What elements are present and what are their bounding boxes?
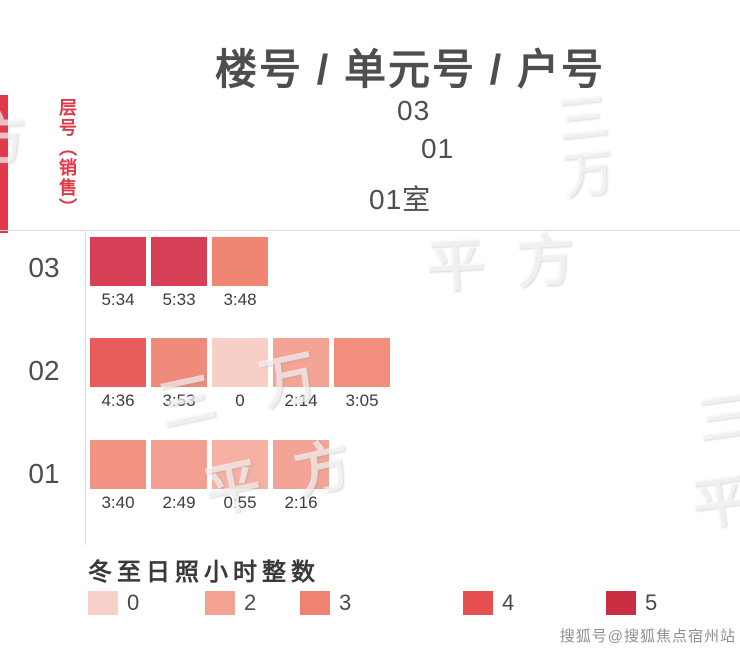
cell-swatch: [90, 338, 146, 387]
heatmap-cell: 0: [212, 338, 268, 411]
legend-swatch: [463, 591, 493, 615]
cell-time-label: 3:53: [162, 391, 196, 410]
cell-swatch: [151, 338, 207, 387]
heatmap-cell: 5:34: [90, 237, 146, 310]
floor-label-01: 01: [28, 458, 60, 489]
cell-swatch: [151, 440, 207, 489]
legend-swatch: [606, 591, 636, 615]
cell-time-label: 0: [235, 391, 245, 410]
legend-item-2: 2: [205, 590, 256, 616]
legend-item-0: 0: [88, 590, 139, 616]
cell-time-label: 3:40: [101, 493, 135, 512]
heatmap-cell: 5:33: [151, 237, 207, 310]
heatmap-cell: 3:05: [334, 338, 390, 411]
cell-swatch: [90, 440, 146, 489]
cell-swatch: [273, 440, 329, 489]
heatmap-row-03: 5:34 5:33 3:48: [90, 237, 268, 310]
cell-time-label: 4:36: [101, 391, 135, 410]
legend-swatch: [88, 591, 118, 615]
y-axis-label: 层号（销售）: [57, 98, 77, 218]
watermark-text: 三: [693, 386, 740, 452]
cell-swatch: [212, 338, 268, 387]
legend-title: 冬至日照小时整数: [88, 559, 320, 586]
cell-swatch: [151, 237, 207, 286]
legend-item-4: 4: [463, 590, 514, 616]
column-label-building: 03: [397, 95, 431, 126]
legend-label: 2: [244, 590, 257, 615]
legend-label: 5: [645, 590, 658, 615]
cell-time-label: 3:48: [223, 290, 257, 309]
heatmap-cell: 2:49: [151, 440, 207, 513]
column-label-unit: 01: [421, 133, 455, 164]
legend-item-5: 5: [606, 590, 657, 616]
legend-swatch: [205, 591, 235, 615]
cell-swatch: [273, 338, 329, 387]
heatmap-cell: 0:55: [212, 440, 268, 513]
cell-time-label: 5:33: [162, 290, 196, 309]
page-title: 楼号 / 单元号 / 户号: [214, 46, 605, 93]
legend-item-3: 3: [300, 590, 351, 616]
floor-label-03: 03: [28, 252, 60, 283]
heatmap-cell: 3:40: [90, 440, 146, 513]
heatmap-cell: 4:36: [90, 338, 146, 411]
watermark-text: 平方: [424, 225, 608, 300]
cell-time-label: 2:14: [284, 391, 318, 410]
cell-swatch: [334, 338, 390, 387]
heatmap-cell: 3:53: [151, 338, 207, 411]
heatmap-cell: 2:16: [273, 440, 329, 513]
grid-top-border: [0, 230, 740, 231]
heatmap-cell: 3:48: [212, 237, 268, 310]
heatmap-row-01: 3:40 2:49 0:55 2:16: [90, 440, 329, 513]
cell-time-label: 5:34: [101, 290, 135, 309]
cell-time-label: 3:05: [345, 391, 379, 410]
cell-swatch: [212, 440, 268, 489]
heatmap-row-02: 4:36 3:53 0 2:14 3:05: [90, 338, 390, 411]
legend-label: 4: [502, 590, 515, 615]
watermark-text: 平: [687, 467, 740, 538]
watermark-text: 三万: [547, 89, 616, 207]
y-axis-accent-bar: [0, 95, 8, 233]
legend-label: 3: [339, 590, 352, 615]
legend-swatch: [300, 591, 330, 615]
column-label-house: 01室: [369, 184, 432, 215]
legend-label: 0: [127, 590, 140, 615]
cell-swatch: [212, 237, 268, 286]
cell-time-label: 2:16: [284, 493, 318, 512]
cell-time-label: 0:55: [223, 493, 257, 512]
floor-label-02: 02: [28, 355, 60, 386]
source-credit: 搜狐号@搜狐焦点宿州站: [559, 628, 736, 645]
heatmap-cell: 2:14: [273, 338, 329, 411]
cell-time-label: 2:49: [162, 493, 196, 512]
grid-left-border: [85, 230, 86, 545]
cell-swatch: [90, 237, 146, 286]
